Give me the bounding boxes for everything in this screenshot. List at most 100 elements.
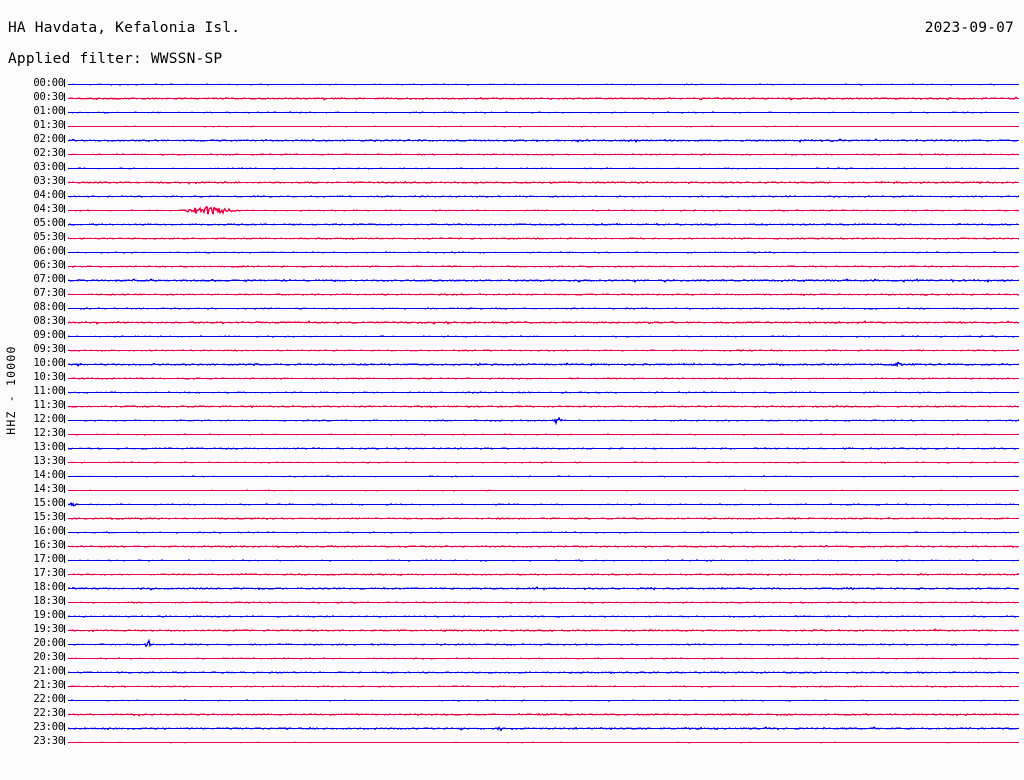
trace-row: 21:00 xyxy=(0,665,1024,680)
trace-time-label: 08:00 xyxy=(33,301,64,313)
axis-tick-mark xyxy=(64,415,65,423)
trace-row: 01:00 xyxy=(0,105,1024,120)
axis-tick-mark xyxy=(64,107,65,115)
axis-tick-mark xyxy=(64,695,65,703)
trace-waveform xyxy=(68,671,1019,675)
trace-row: 20:00 xyxy=(0,637,1024,652)
axis-tick-mark xyxy=(64,429,65,437)
trace-row: 17:00 xyxy=(0,553,1024,568)
trace-time-label: 23:00 xyxy=(33,721,64,733)
trace-waveform xyxy=(68,377,1019,380)
trace-waveform xyxy=(68,251,1019,254)
trace-time-label: 09:30 xyxy=(33,343,64,355)
axis-tick-mark xyxy=(64,541,65,549)
seismogram-plot: 00:00 00:30 01:00 01:30 02:00 02:30 03:00 03:30… xyxy=(0,77,1024,778)
trace-time-label: 03:00 xyxy=(33,161,64,173)
axis-tick-mark xyxy=(64,597,65,605)
trace-waveform xyxy=(68,307,1019,310)
trace-time-label: 11:30 xyxy=(33,399,64,411)
trace-row: 01:30 xyxy=(0,119,1024,134)
trace-waveform xyxy=(68,96,1019,102)
trace-time-label: 18:00 xyxy=(33,581,64,593)
trace-time-label: 13:30 xyxy=(33,455,64,467)
trace-row: 15:00 xyxy=(0,497,1024,512)
trace-row: 09:30 xyxy=(0,343,1024,358)
trace-time-label: 09:00 xyxy=(33,329,64,341)
axis-tick-mark xyxy=(64,709,65,717)
trace-waveform xyxy=(68,278,1019,284)
axis-tick-mark xyxy=(64,457,65,465)
axis-tick-mark xyxy=(64,639,65,647)
trace-waveform xyxy=(68,416,1019,426)
trace-row: 00:00 xyxy=(0,77,1024,92)
axis-tick-mark xyxy=(64,93,65,101)
axis-tick-mark xyxy=(64,177,65,185)
axis-tick-mark xyxy=(64,191,65,199)
axis-tick-mark xyxy=(64,163,65,171)
axis-tick-mark xyxy=(64,303,65,311)
trace-row: 10:30 xyxy=(0,371,1024,386)
trace-time-label: 04:30 xyxy=(33,203,64,215)
axis-tick-mark xyxy=(64,247,65,255)
trace-waveform xyxy=(68,657,1019,660)
axis-tick-mark xyxy=(64,723,65,731)
trace-waveform xyxy=(68,628,1019,633)
axis-tick-mark xyxy=(64,611,65,619)
trace-time-label: 16:00 xyxy=(33,525,64,537)
trace-row: 23:00 xyxy=(0,721,1024,736)
axis-tick-mark xyxy=(64,261,65,269)
trace-row: 02:30 xyxy=(0,147,1024,162)
trace-row: 00:30 xyxy=(0,91,1024,106)
trace-waveform xyxy=(68,433,1019,436)
axis-tick-mark xyxy=(64,555,65,563)
trace-waveform xyxy=(68,601,1019,604)
trace-row: 10:00 xyxy=(0,357,1024,372)
axis-tick-mark xyxy=(64,443,65,451)
trace-waveform xyxy=(68,699,1019,702)
trace-waveform xyxy=(68,712,1019,717)
trace-row: 14:30 xyxy=(0,483,1024,498)
trace-waveform xyxy=(68,391,1019,394)
trace-waveform xyxy=(68,83,1019,86)
record-date: 2023-09-07 xyxy=(924,20,1014,36)
trace-time-label: 15:30 xyxy=(33,511,64,523)
trace-row: 05:00 xyxy=(0,217,1024,232)
trace-time-label: 14:30 xyxy=(33,483,64,495)
trace-time-label: 19:30 xyxy=(33,623,64,635)
trace-row: 12:00 xyxy=(0,413,1024,428)
trace-row: 03:30 xyxy=(0,175,1024,190)
trace-time-label: 13:00 xyxy=(33,441,64,453)
trace-row: 07:30 xyxy=(0,287,1024,302)
axis-tick-mark xyxy=(64,401,65,409)
trace-row: 07:00 xyxy=(0,273,1024,288)
axis-tick-mark xyxy=(64,513,65,521)
trace-waveform xyxy=(68,559,1019,562)
axis-tick-mark xyxy=(64,653,65,661)
trace-time-label: 17:30 xyxy=(33,567,64,579)
trace-waveform xyxy=(68,265,1019,268)
trace-row: 06:00 xyxy=(0,245,1024,260)
trace-row: 13:00 xyxy=(0,441,1024,456)
trace-time-label: 03:30 xyxy=(33,175,64,187)
trace-waveform xyxy=(68,361,1019,368)
axis-tick-mark xyxy=(64,471,65,479)
trace-time-label: 07:00 xyxy=(33,273,64,285)
trace-row: 22:00 xyxy=(0,693,1024,708)
trace-time-label: 00:00 xyxy=(33,77,64,89)
axis-tick-mark xyxy=(64,737,65,745)
trace-row: 06:30 xyxy=(0,259,1024,274)
trace-time-label: 21:30 xyxy=(33,679,64,691)
axis-tick-mark xyxy=(64,387,65,395)
axis-tick-mark xyxy=(64,681,65,689)
trace-waveform xyxy=(68,685,1019,688)
trace-time-label: 04:00 xyxy=(33,189,64,201)
axis-tick-mark xyxy=(64,359,65,367)
trace-time-label: 06:30 xyxy=(33,259,64,271)
trace-waveform xyxy=(68,153,1019,156)
axis-tick-mark xyxy=(64,569,65,577)
trace-time-label: 01:30 xyxy=(33,119,64,131)
axis-tick-mark xyxy=(64,219,65,227)
trace-row: 13:30 xyxy=(0,455,1024,470)
trace-time-label: 23:30 xyxy=(33,735,64,747)
axis-tick-mark xyxy=(64,485,65,493)
